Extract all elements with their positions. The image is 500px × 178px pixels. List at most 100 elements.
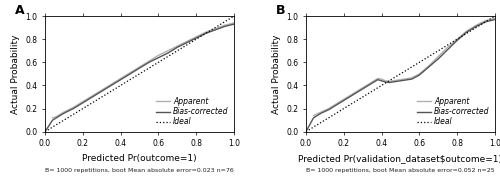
Apparent <box>70 106 76 109</box>
Bias-corrected <box>409 78 415 80</box>
Bias-corrected <box>127 73 133 75</box>
Apparent <box>436 55 442 57</box>
Text: B: B <box>276 4 285 17</box>
Bias-corrected <box>444 48 450 51</box>
Apparent <box>156 54 162 56</box>
Bias-corrected <box>98 90 104 92</box>
Bias-corrected <box>108 84 114 87</box>
Apparent <box>426 65 432 67</box>
Y-axis label: Actual Probability: Actual Probability <box>10 34 20 114</box>
Bias-corrected <box>202 32 208 35</box>
Bias-corrected <box>165 52 171 54</box>
Bias-corrected <box>416 74 422 76</box>
Bias-corrected <box>360 88 366 90</box>
Apparent <box>50 117 56 119</box>
Bias-corrected <box>118 78 124 81</box>
Apparent <box>326 108 332 110</box>
Apparent <box>333 103 339 105</box>
Bias-corrected <box>401 79 407 81</box>
Text: B= 1000 repetitions, boot: B= 1000 repetitions, boot <box>306 168 387 173</box>
Bias-corrected <box>426 66 432 68</box>
Legend: Apparent, Bias-corrected, Ideal: Apparent, Bias-corrected, Ideal <box>155 96 230 128</box>
Bias-corrected <box>326 109 332 111</box>
Apparent <box>54 116 60 118</box>
Bias-corrected <box>231 23 237 25</box>
Text: Mean absolute error=0.052 n=25: Mean absolute error=0.052 n=25 <box>390 168 495 173</box>
Apparent <box>375 77 381 80</box>
Apparent <box>231 22 237 24</box>
Line: Bias-corrected: Bias-corrected <box>45 24 234 132</box>
Apparent <box>127 72 133 74</box>
X-axis label: Predicted Pr(validation_dataset$outcome=1): Predicted Pr(validation_dataset$outcome=… <box>298 154 500 163</box>
Bias-corrected <box>473 25 479 27</box>
Text: A: A <box>14 4 24 17</box>
Bias-corrected <box>394 80 400 82</box>
Apparent <box>382 80 388 82</box>
Apparent <box>212 28 218 30</box>
Legend: Apparent, Bias-corrected, Ideal: Apparent, Bias-corrected, Ideal <box>416 96 491 128</box>
Bias-corrected <box>222 25 228 27</box>
Apparent <box>369 81 375 83</box>
Apparent <box>464 30 469 32</box>
Bias-corrected <box>386 82 392 84</box>
Line: Bias-corrected: Bias-corrected <box>306 19 495 132</box>
Apparent <box>108 83 114 85</box>
Apparent <box>184 40 190 43</box>
Text: B= 1000 repetitions, boot: B= 1000 repetitions, boot <box>45 168 126 173</box>
Apparent <box>98 89 104 91</box>
Bias-corrected <box>310 117 316 119</box>
Apparent <box>61 111 67 113</box>
Line: Apparent: Apparent <box>52 23 234 118</box>
Bias-corrected <box>350 94 356 96</box>
Apparent <box>492 17 498 19</box>
Bias-corrected <box>42 131 48 133</box>
Bias-corrected <box>340 99 346 101</box>
Bias-corrected <box>61 112 67 114</box>
Line: Apparent: Apparent <box>314 18 495 116</box>
Bias-corrected <box>212 29 218 31</box>
Bias-corrected <box>174 46 180 48</box>
Apparent <box>401 78 407 80</box>
Apparent <box>118 77 124 80</box>
Apparent <box>473 24 479 26</box>
Apparent <box>80 101 86 103</box>
Apparent <box>340 98 346 100</box>
Bias-corrected <box>184 41 190 44</box>
Bias-corrected <box>454 39 460 41</box>
Apparent <box>174 45 180 47</box>
Bias-corrected <box>436 58 442 60</box>
Apparent <box>194 36 200 38</box>
Apparent <box>222 24 228 26</box>
Apparent <box>454 38 460 40</box>
Apparent <box>360 87 366 89</box>
Bias-corrected <box>156 57 162 59</box>
Bias-corrected <box>482 21 488 23</box>
Apparent <box>378 78 384 80</box>
Bias-corrected <box>375 78 381 81</box>
Bias-corrected <box>146 61 152 63</box>
Apparent <box>444 46 450 48</box>
Apparent <box>416 73 422 75</box>
Apparent <box>318 111 324 113</box>
Text: Mean absolute error=0.023 n=76: Mean absolute error=0.023 n=76 <box>128 168 234 173</box>
Apparent <box>386 80 392 82</box>
Apparent <box>482 20 488 22</box>
Apparent <box>409 77 415 79</box>
Bias-corrected <box>318 112 324 114</box>
Bias-corrected <box>54 117 60 119</box>
Bias-corrected <box>303 131 309 133</box>
Apparent <box>146 60 152 62</box>
Apparent <box>202 31 208 33</box>
Bias-corrected <box>70 108 76 110</box>
Bias-corrected <box>90 96 96 98</box>
Bias-corrected <box>194 37 200 39</box>
Y-axis label: Actual Probability: Actual Probability <box>272 34 280 114</box>
Bias-corrected <box>136 67 142 69</box>
Bias-corrected <box>50 119 56 121</box>
Bias-corrected <box>80 102 86 104</box>
Bias-corrected <box>492 18 498 20</box>
Apparent <box>165 50 171 52</box>
Apparent <box>310 114 316 117</box>
Apparent <box>136 66 142 68</box>
Apparent <box>90 95 96 97</box>
